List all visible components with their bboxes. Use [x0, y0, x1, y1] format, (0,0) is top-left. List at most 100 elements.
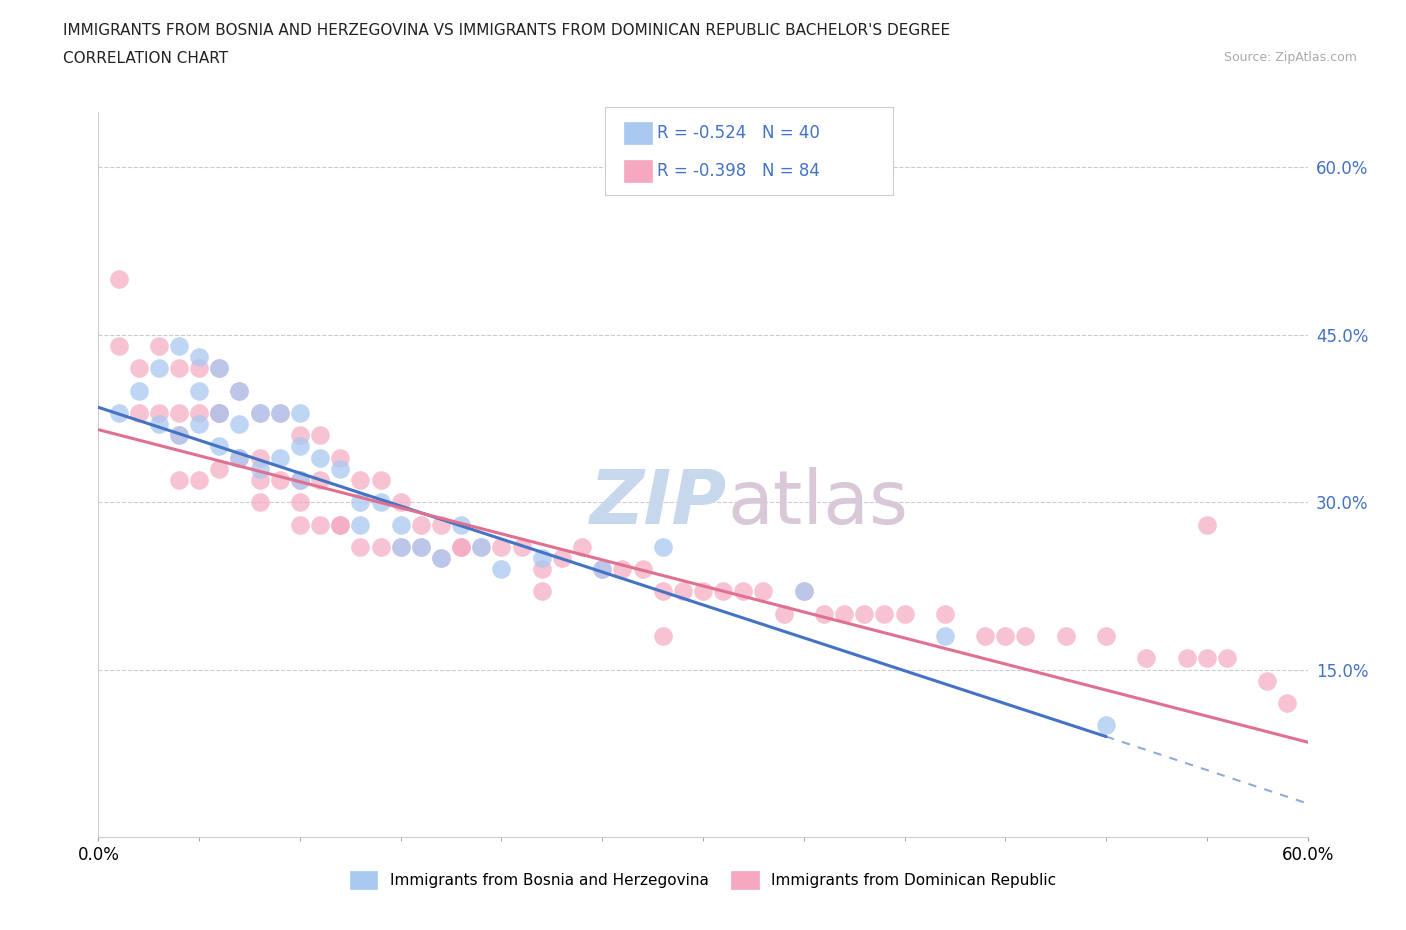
- Point: [651, 584, 673, 599]
- Point: [128, 405, 150, 420]
- Point: [188, 405, 211, 420]
- Point: [551, 551, 574, 565]
- Point: [491, 539, 513, 554]
- Point: [793, 584, 815, 599]
- Point: [208, 439, 231, 454]
- Point: [873, 606, 896, 621]
- Point: [288, 517, 311, 532]
- Point: [309, 428, 332, 443]
- Text: Source: ZipAtlas.com: Source: ZipAtlas.com: [1223, 51, 1357, 64]
- Point: [167, 428, 190, 443]
- Point: [591, 562, 613, 577]
- Point: [228, 450, 250, 465]
- Point: [329, 517, 352, 532]
- Point: [389, 539, 412, 554]
- Point: [651, 629, 673, 644]
- Point: [430, 517, 453, 532]
- Point: [1277, 696, 1299, 711]
- Point: [430, 551, 453, 565]
- Point: [329, 450, 352, 465]
- Point: [288, 428, 311, 443]
- Point: [450, 517, 472, 532]
- Point: [470, 539, 492, 554]
- Point: [167, 339, 190, 353]
- Point: [349, 495, 371, 510]
- Point: [269, 405, 291, 420]
- Point: [349, 539, 371, 554]
- Point: [228, 450, 250, 465]
- Point: [1135, 651, 1157, 666]
- Point: [752, 584, 775, 599]
- Text: IMMIGRANTS FROM BOSNIA AND HERZEGOVINA VS IMMIGRANTS FROM DOMINICAN REPUBLIC BAC: IMMIGRANTS FROM BOSNIA AND HERZEGOVINA V…: [63, 23, 950, 38]
- Point: [530, 562, 553, 577]
- Point: [853, 606, 876, 621]
- Point: [148, 339, 170, 353]
- Point: [370, 472, 392, 487]
- Point: [1095, 718, 1118, 733]
- Point: [228, 383, 250, 398]
- Point: [107, 272, 129, 286]
- Point: [228, 383, 250, 398]
- Point: [349, 472, 371, 487]
- Point: [793, 584, 815, 599]
- Point: [631, 562, 654, 577]
- Text: R = -0.524   N = 40: R = -0.524 N = 40: [657, 124, 820, 141]
- Point: [148, 405, 170, 420]
- Point: [107, 405, 129, 420]
- Point: [813, 606, 835, 621]
- Point: [1054, 629, 1077, 644]
- Point: [249, 472, 271, 487]
- Point: [772, 606, 794, 621]
- Point: [530, 551, 553, 565]
- Point: [450, 539, 472, 554]
- Point: [974, 629, 997, 644]
- Point: [148, 361, 170, 376]
- Point: [208, 461, 231, 476]
- Point: [672, 584, 695, 599]
- Point: [1216, 651, 1239, 666]
- Point: [510, 539, 533, 554]
- Point: [389, 495, 412, 510]
- Point: [208, 405, 231, 420]
- Point: [409, 517, 432, 532]
- Point: [128, 383, 150, 398]
- Point: [167, 472, 190, 487]
- Point: [733, 584, 755, 599]
- Point: [711, 584, 734, 599]
- Point: [349, 517, 371, 532]
- Point: [370, 495, 392, 510]
- Point: [309, 450, 332, 465]
- Point: [288, 472, 311, 487]
- Point: [249, 450, 271, 465]
- Point: [1175, 651, 1198, 666]
- Point: [208, 405, 231, 420]
- Point: [167, 428, 190, 443]
- Point: [249, 461, 271, 476]
- Point: [188, 417, 211, 432]
- Point: [1256, 673, 1278, 688]
- Point: [651, 539, 673, 554]
- Text: CORRELATION CHART: CORRELATION CHART: [63, 51, 228, 66]
- Point: [167, 361, 190, 376]
- Point: [612, 562, 634, 577]
- Point: [269, 450, 291, 465]
- Point: [288, 495, 311, 510]
- Point: [188, 361, 211, 376]
- Point: [309, 517, 332, 532]
- Point: [389, 539, 412, 554]
- Point: [128, 361, 150, 376]
- Point: [370, 539, 392, 554]
- Point: [188, 350, 211, 365]
- Point: [530, 584, 553, 599]
- Point: [893, 606, 915, 621]
- Text: R = -0.398   N = 84: R = -0.398 N = 84: [657, 162, 820, 179]
- Point: [288, 405, 311, 420]
- Point: [934, 606, 956, 621]
- Text: atlas: atlas: [727, 467, 908, 539]
- Point: [208, 361, 231, 376]
- Point: [148, 417, 170, 432]
- Point: [269, 405, 291, 420]
- Point: [571, 539, 593, 554]
- Point: [409, 539, 432, 554]
- Point: [107, 339, 129, 353]
